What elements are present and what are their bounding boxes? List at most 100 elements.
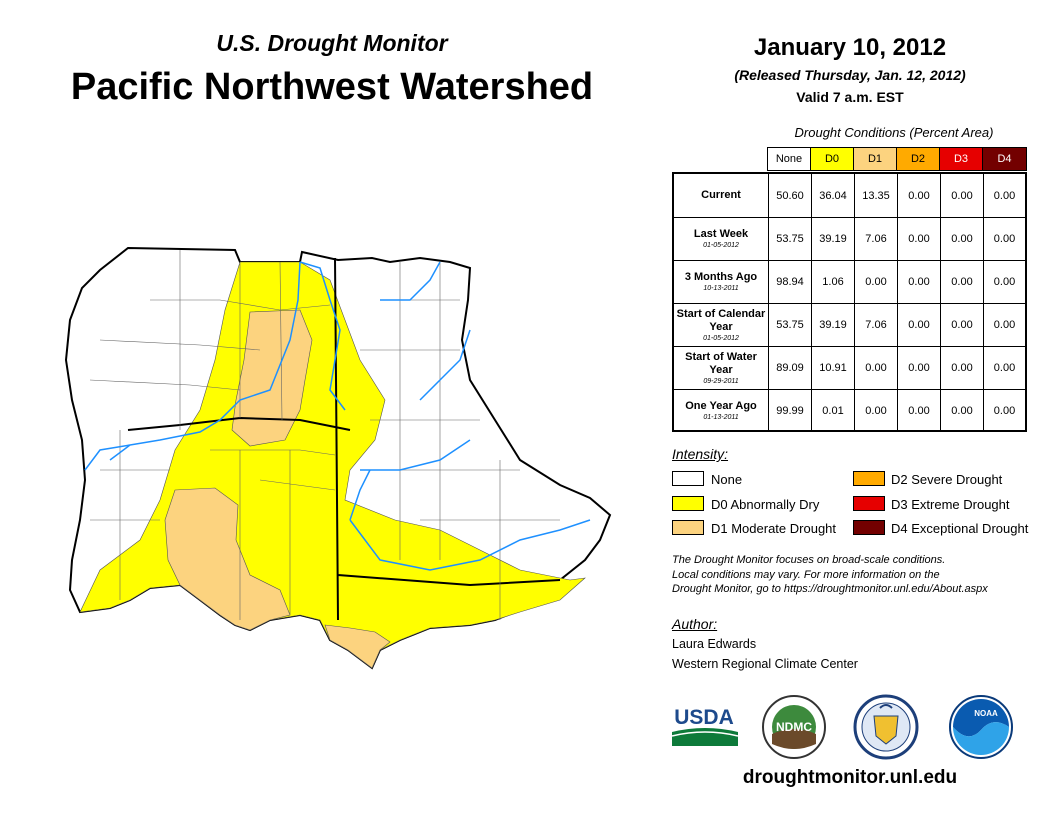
table-cell: 7.06 bbox=[854, 304, 897, 346]
table-cell: 0.00 bbox=[983, 390, 1025, 432]
conditions-table: Current 50.60 36.04 13.35 0.00 0.00 0.00 Last W… bbox=[672, 172, 1027, 432]
col-header-d4: D4 bbox=[982, 147, 1027, 171]
row-label: One Year Ago 01-13-2011 bbox=[674, 390, 768, 432]
table-cell: 39.19 bbox=[811, 218, 854, 260]
table-cell: 0.00 bbox=[940, 218, 983, 260]
table-row: 3 Months Ago 10-13-2011 98.94 1.06 0.00 0.00 0… bbox=[674, 260, 1025, 303]
county-lines bbox=[89, 250, 560, 620]
table-row: One Year Ago 01-13-2011 99.99 0.01 0.00 0.00 0… bbox=[674, 389, 1025, 432]
table-cell: 0.00 bbox=[897, 218, 940, 260]
author-org: Western Regional Climate Center bbox=[672, 657, 858, 671]
col-header-d2: D2 bbox=[896, 147, 940, 171]
legend-label-d3: D3 Extreme Drought bbox=[891, 497, 1010, 512]
table-cell: 0.00 bbox=[983, 347, 1025, 389]
row-label: Start of Calendar Year 01-05-2012 bbox=[674, 304, 768, 346]
legend-swatch-d2 bbox=[853, 471, 885, 486]
table-cell: 0.00 bbox=[897, 174, 940, 217]
table-cell: 1.06 bbox=[811, 261, 854, 303]
valid-time: Valid 7 a.m. EST bbox=[796, 89, 904, 105]
row-label-text: Current bbox=[701, 189, 741, 201]
table-cell: 98.94 bbox=[768, 261, 811, 303]
row-date: 01-13-2011 bbox=[703, 414, 739, 421]
legend-label-d0: D0 Abnormally Dry bbox=[711, 497, 820, 512]
table-cell: 0.00 bbox=[897, 304, 940, 346]
row-label-text: 3 Months Ago bbox=[684, 271, 758, 283]
table-cell: 10.91 bbox=[811, 347, 854, 389]
legend-label-d1: D1 Moderate Drought bbox=[711, 521, 837, 536]
legend-swatch-d0 bbox=[672, 496, 704, 511]
table-cell: 0.00 bbox=[983, 304, 1025, 346]
svg-text:USDA: USDA bbox=[674, 706, 734, 729]
row-label: Start of Water Year 09-29-2011 bbox=[674, 347, 768, 389]
table-cell: 39.19 bbox=[811, 304, 854, 346]
conditions-title: Drought Conditions (Percent Area) bbox=[794, 125, 994, 140]
table-cell: 0.01 bbox=[811, 390, 854, 432]
author-name: Laura Edwards bbox=[672, 637, 757, 651]
legend-swatch-d3 bbox=[853, 496, 885, 511]
row-label-text: Start of Water Year bbox=[685, 350, 757, 376]
map-subtitle: U.S. Drought Monitor bbox=[216, 30, 448, 56]
table-cell: 53.75 bbox=[768, 218, 811, 260]
table-cell: 50.60 bbox=[768, 174, 811, 217]
table-cell: 53.75 bbox=[768, 304, 811, 346]
table-cell: 0.00 bbox=[854, 261, 897, 303]
col-header-d0: D0 bbox=[810, 147, 854, 171]
col-header-none: None bbox=[767, 147, 811, 171]
legend-swatch-d4 bbox=[853, 520, 885, 535]
table-cell: 0.00 bbox=[940, 347, 983, 389]
table-cell: 0.00 bbox=[940, 390, 983, 432]
table-cell: 0.00 bbox=[983, 261, 1025, 303]
map-title: Pacific Northwest Watershed bbox=[70, 66, 594, 108]
table-cell: 0.00 bbox=[983, 174, 1025, 217]
table-cell: 36.04 bbox=[811, 174, 854, 217]
table-cell: 0.00 bbox=[897, 261, 940, 303]
row-date: 10-13-2011 bbox=[703, 285, 739, 292]
watershed-map bbox=[64, 246, 612, 670]
d1-area-east bbox=[324, 624, 391, 669]
row-label: Last Week 01-05-2012 bbox=[674, 218, 768, 260]
river-columbia bbox=[84, 261, 591, 571]
usda-logo: USDA bbox=[671, 706, 739, 746]
table-row: Current 50.60 36.04 13.35 0.00 0.00 0.00 bbox=[674, 174, 1025, 217]
svg-text:NOAA: NOAA bbox=[974, 709, 998, 718]
river-snake bbox=[360, 261, 471, 471]
table-cell: 0.00 bbox=[940, 261, 983, 303]
legend-swatch-d1 bbox=[672, 520, 704, 535]
col-header-d3: D3 bbox=[939, 147, 983, 171]
svg-text:NDMC: NDMC bbox=[776, 720, 812, 734]
table-row: Start of Water Year 09-29-2011 89.09 10.91 0… bbox=[674, 346, 1025, 389]
legend-swatch-none bbox=[672, 471, 704, 486]
table-row: Start of Calendar Year 01-05-2012 53.75 39.… bbox=[674, 303, 1025, 346]
table-cell: 7.06 bbox=[854, 218, 897, 260]
row-date: 09-29-2011 bbox=[703, 377, 739, 385]
disclaimer-note: The Drought Monitor focuses on broad-sca… bbox=[672, 553, 1042, 597]
release-date: (Released Thursday, Jan. 12, 2012) bbox=[734, 67, 966, 83]
footer-url[interactable]: droughtmonitor.unl.edu bbox=[742, 767, 958, 788]
d1-area-south bbox=[164, 487, 291, 631]
row-date: 01-05-2012 bbox=[703, 334, 739, 342]
map-date: January 10, 2012 bbox=[753, 34, 947, 61]
row-label-text: Start of Calendar Year bbox=[676, 307, 766, 333]
table-cell: 0.00 bbox=[940, 304, 983, 346]
table-cell: 99.99 bbox=[768, 390, 811, 432]
table-cell: 89.09 bbox=[768, 347, 811, 389]
ndmc-logo: NDMC bbox=[762, 695, 826, 759]
row-label: 3 Months Ago 10-13-2011 bbox=[674, 261, 768, 303]
table-cell: 0.00 bbox=[854, 390, 897, 432]
table-cell: 13.35 bbox=[854, 174, 897, 217]
table-cell: 0.00 bbox=[854, 347, 897, 389]
legend-title: Intensity: bbox=[672, 446, 729, 462]
table-cell: 0.00 bbox=[897, 390, 940, 432]
table-cell: 0.00 bbox=[897, 347, 940, 389]
legend-label-none: None bbox=[711, 472, 743, 487]
row-label: Current bbox=[674, 174, 768, 217]
col-header-d1: D1 bbox=[853, 147, 897, 171]
noaa-logo: NOAA bbox=[949, 695, 1013, 759]
row-label-text: One Year Ago bbox=[685, 400, 757, 412]
row-label-text: Last Week bbox=[693, 228, 749, 240]
note-line-3: Drought Monitor, go to https://droughtmo… bbox=[672, 583, 988, 595]
row-date: 01-05-2012 bbox=[703, 242, 739, 249]
doc-seal-icon bbox=[853, 694, 919, 760]
legend-label-d2: D2 Severe Drought bbox=[891, 472, 1003, 487]
note-line-1: The Drought Monitor focuses on broad-sca… bbox=[672, 554, 946, 566]
